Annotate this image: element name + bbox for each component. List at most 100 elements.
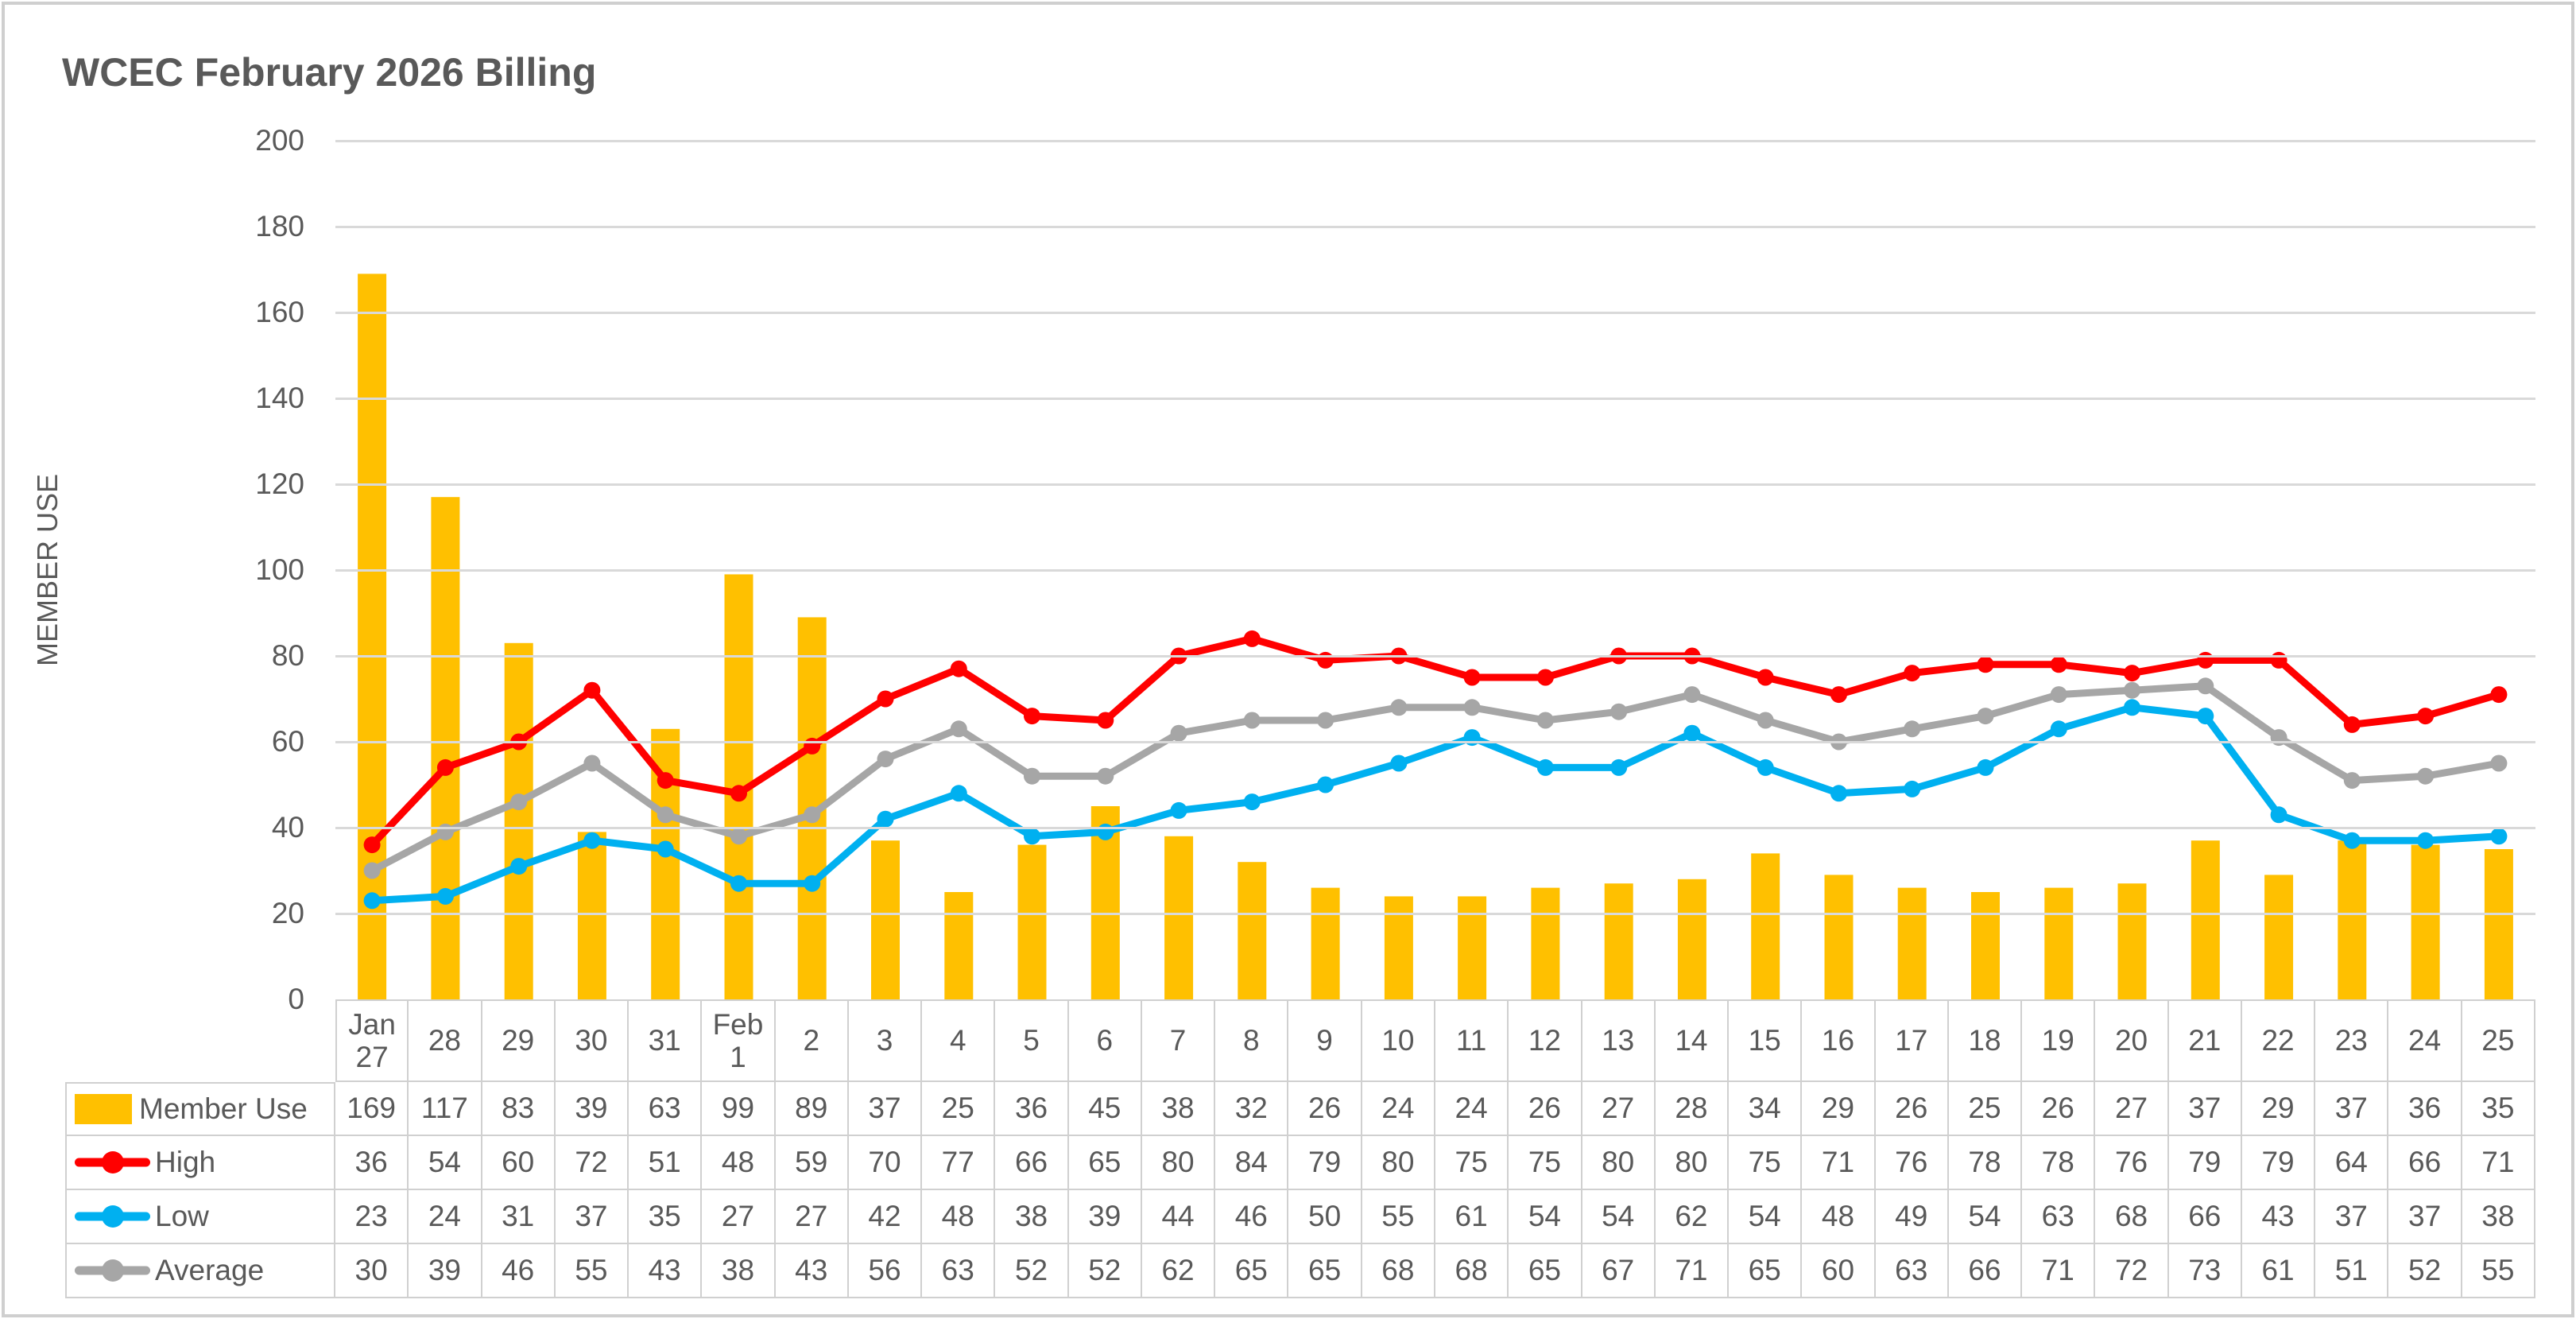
value-cell-low: 44 bbox=[1141, 1190, 1216, 1244]
value-cell-high: 79 bbox=[2241, 1136, 2316, 1190]
category-cell: 15 bbox=[1729, 999, 1803, 1082]
y-tick-label: 140 bbox=[255, 382, 304, 414]
high-marker bbox=[2343, 716, 2361, 733]
value-cell-low: 62 bbox=[1655, 1190, 1730, 1244]
member-use-bar bbox=[1238, 862, 1267, 999]
gridline bbox=[335, 568, 2535, 572]
category-cell: 18 bbox=[1948, 999, 2023, 1082]
value-cell-low: 54 bbox=[1729, 1190, 1803, 1244]
low-marker bbox=[436, 887, 454, 905]
value-cell-member-use: 39 bbox=[555, 1082, 629, 1136]
value-cell-member-use: 26 bbox=[1288, 1082, 1362, 1136]
member-use-bar bbox=[2411, 844, 2440, 999]
value-cell-low: 38 bbox=[995, 1190, 1069, 1244]
category-cell: 30 bbox=[555, 999, 629, 1082]
average-marker bbox=[730, 828, 747, 845]
value-cell-high: 71 bbox=[1802, 1136, 1876, 1190]
category-cell: 8 bbox=[1215, 999, 1289, 1082]
value-cell-member-use: 29 bbox=[1802, 1082, 1876, 1136]
legend-cell-high: High bbox=[65, 1136, 335, 1190]
member-use-bar bbox=[577, 832, 606, 999]
value-cell-average: 66 bbox=[1948, 1244, 2023, 1298]
gridline bbox=[335, 826, 2535, 829]
gridline bbox=[335, 483, 2535, 486]
low-marker bbox=[363, 892, 381, 910]
table-row-high: High 36 54 60 72 51 48 59 70 77 66 65 80 84 79 80 75 75 80… bbox=[65, 1136, 2535, 1190]
value-cell-low: 54 bbox=[1948, 1190, 2023, 1244]
value-cell-average: 65 bbox=[1288, 1244, 1362, 1298]
table-corner-placeholder bbox=[65, 999, 335, 1082]
category-cell: 3 bbox=[848, 999, 923, 1082]
value-cell-member-use: 27 bbox=[1582, 1082, 1656, 1136]
value-cell-low: 27 bbox=[775, 1190, 849, 1244]
member-use-bar bbox=[1531, 887, 1560, 999]
member-use-bar bbox=[2338, 840, 2367, 999]
average-marker bbox=[1683, 686, 1701, 704]
low-marker bbox=[950, 785, 967, 802]
value-cell-average: 43 bbox=[629, 1244, 703, 1298]
value-cell-member-use: 26 bbox=[1509, 1082, 1582, 1136]
value-cell-member-use: 35 bbox=[2462, 1082, 2535, 1136]
value-cell-member-use: 63 bbox=[629, 1082, 703, 1136]
member-use-bar bbox=[2044, 887, 2074, 999]
low-marker bbox=[2050, 720, 2067, 738]
value-cell-low: 38 bbox=[2462, 1190, 2535, 1244]
value-cell-low: 24 bbox=[409, 1190, 482, 1244]
y-axis-title-text: MEMBER USE bbox=[31, 473, 64, 667]
legend-cell-average: Average bbox=[65, 1244, 335, 1298]
value-cell-member-use: 36 bbox=[2388, 1082, 2462, 1136]
average-marker bbox=[657, 806, 674, 824]
member-use-legend-swatch-icon bbox=[75, 1094, 132, 1124]
value-cell-high: 66 bbox=[2388, 1136, 2462, 1190]
category-cell: 11 bbox=[1435, 999, 1509, 1082]
low-marker bbox=[2124, 699, 2140, 716]
series-name-label: Low bbox=[155, 1200, 209, 1232]
category-cell: 14 bbox=[1655, 999, 1730, 1082]
y-tick-label: 200 bbox=[255, 124, 304, 157]
value-cell-average: 63 bbox=[1875, 1244, 1949, 1298]
category-cell: 22 bbox=[2241, 999, 2316, 1082]
value-cell-average: 51 bbox=[2315, 1244, 2389, 1298]
average-marker bbox=[1610, 703, 1628, 720]
low-marker bbox=[730, 875, 747, 892]
low-marker bbox=[1977, 758, 1994, 776]
category-cell: 13 bbox=[1582, 999, 1656, 1082]
value-cell-average: 52 bbox=[1068, 1244, 1142, 1298]
high-marker bbox=[2490, 686, 2508, 704]
low-marker bbox=[583, 832, 601, 849]
category-cell: 7 bbox=[1141, 999, 1216, 1082]
value-cell-low: 39 bbox=[1068, 1190, 1142, 1244]
category-row: Jan 27 28 29 30 31 Feb 1 2 3 4 5 6 7 8 9 10 11 12 13 14 15 1… bbox=[65, 999, 2535, 1082]
value-cell-high: 54 bbox=[409, 1136, 482, 1190]
category-cell: 2 bbox=[775, 999, 849, 1082]
value-cell-member-use: 117 bbox=[409, 1082, 482, 1136]
gridline bbox=[335, 912, 2535, 915]
y-tick-label: 60 bbox=[271, 725, 304, 758]
value-cell-member-use: 24 bbox=[1362, 1082, 1435, 1136]
average-legend-line-marker bbox=[101, 1259, 124, 1282]
member-use-bar bbox=[1311, 887, 1340, 999]
average-marker bbox=[1024, 767, 1040, 785]
low-marker bbox=[1463, 729, 1481, 747]
y-tick-label: 120 bbox=[255, 467, 304, 500]
average-marker bbox=[1536, 712, 1554, 729]
value-cell-high: 76 bbox=[2095, 1136, 2169, 1190]
category-cell: 5 bbox=[995, 999, 1069, 1082]
y-tick-label: 180 bbox=[255, 210, 304, 242]
value-cell-member-use: 37 bbox=[2315, 1082, 2389, 1136]
low-marker bbox=[1757, 758, 1774, 776]
average-marker bbox=[877, 751, 894, 768]
value-cell-low: 48 bbox=[922, 1190, 996, 1244]
category-cell: 31 bbox=[629, 999, 703, 1082]
gridline bbox=[335, 139, 2535, 142]
member-use-bar bbox=[1824, 875, 1854, 999]
low-marker bbox=[1610, 758, 1628, 776]
average-line bbox=[368, 682, 2503, 875]
high-marker bbox=[1977, 656, 1994, 673]
value-cell-high: 76 bbox=[1875, 1136, 1949, 1190]
high-marker bbox=[877, 690, 894, 708]
low-marker bbox=[657, 840, 674, 858]
y-tick-label: 20 bbox=[271, 897, 304, 929]
value-cell-high: 80 bbox=[1362, 1136, 1435, 1190]
value-cell-member-use: 26 bbox=[2022, 1082, 2096, 1136]
